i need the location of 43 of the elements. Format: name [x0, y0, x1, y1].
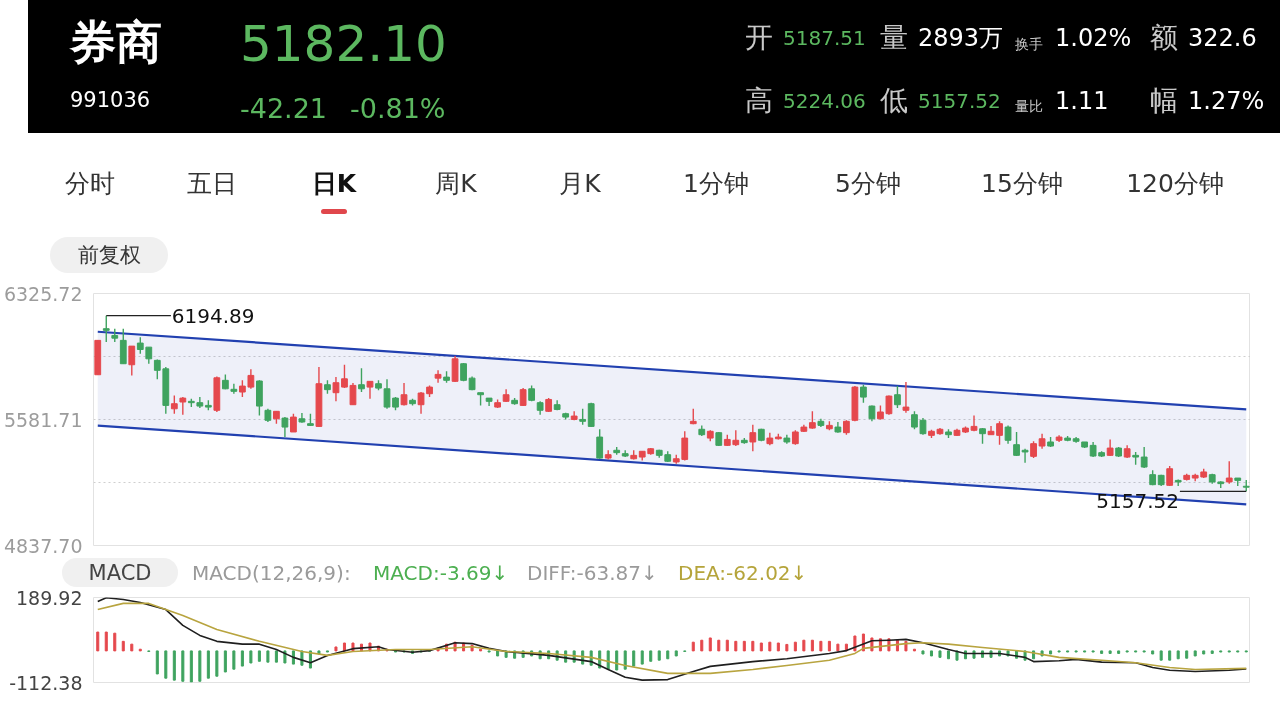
chart-title: MACD: [88, 560, 152, 585]
text: 量比: [1015, 98, 1043, 114]
text: 5182.10: [240, 15, 447, 73]
text: 1分钟: [683, 168, 749, 198]
text: 5224.06: [783, 89, 866, 113]
chart-subtitle: MACD(12,26,9):: [192, 561, 351, 585]
text: DIFF:-63.87↓: [527, 561, 658, 585]
y-tick-label: 5581.71: [3, 408, 83, 431]
text: 5分钟: [835, 168, 901, 198]
text: 2893万: [918, 24, 1004, 52]
text: 前复权: [77, 242, 141, 267]
annotation: 6194.89: [171, 303, 255, 328]
chart-title: 券商: [70, 15, 162, 69]
text: 周K: [435, 168, 477, 198]
text: 开: [745, 21, 773, 54]
y-tick-label: 4837.70: [3, 534, 83, 557]
text: DEA:-62.02↓: [678, 561, 808, 585]
text: 量: [880, 21, 908, 54]
text: 15分钟: [981, 168, 1063, 198]
text: 5157.52: [918, 89, 1001, 113]
text: 322.6: [1188, 24, 1257, 52]
text: -0.81%: [350, 92, 446, 124]
text: 幅: [1150, 84, 1178, 117]
text: 5187.51: [783, 26, 866, 50]
text: -42.21: [240, 92, 328, 124]
text: 1.11: [1055, 87, 1109, 115]
text: 120分钟: [1126, 168, 1224, 198]
text: 1.02%: [1055, 24, 1132, 52]
y-tick-label: 6325.72: [3, 282, 83, 305]
text: 换手: [1015, 36, 1043, 52]
text: MACD:-3.69↓: [373, 561, 509, 585]
y-tick-label: 189.92: [16, 586, 83, 609]
y-tick-label: -112.38: [9, 671, 83, 694]
text: 额: [1150, 21, 1178, 54]
text: 低: [880, 84, 908, 117]
text: 月K: [559, 168, 601, 198]
text: 分时: [65, 168, 115, 198]
text: 1.27%: [1188, 87, 1265, 115]
text: 高: [745, 84, 773, 117]
text: 五日: [187, 168, 237, 198]
text: 日K: [311, 168, 357, 198]
chart-subtitle: 991036: [70, 87, 151, 112]
annotation: 5157.52: [1096, 489, 1180, 514]
